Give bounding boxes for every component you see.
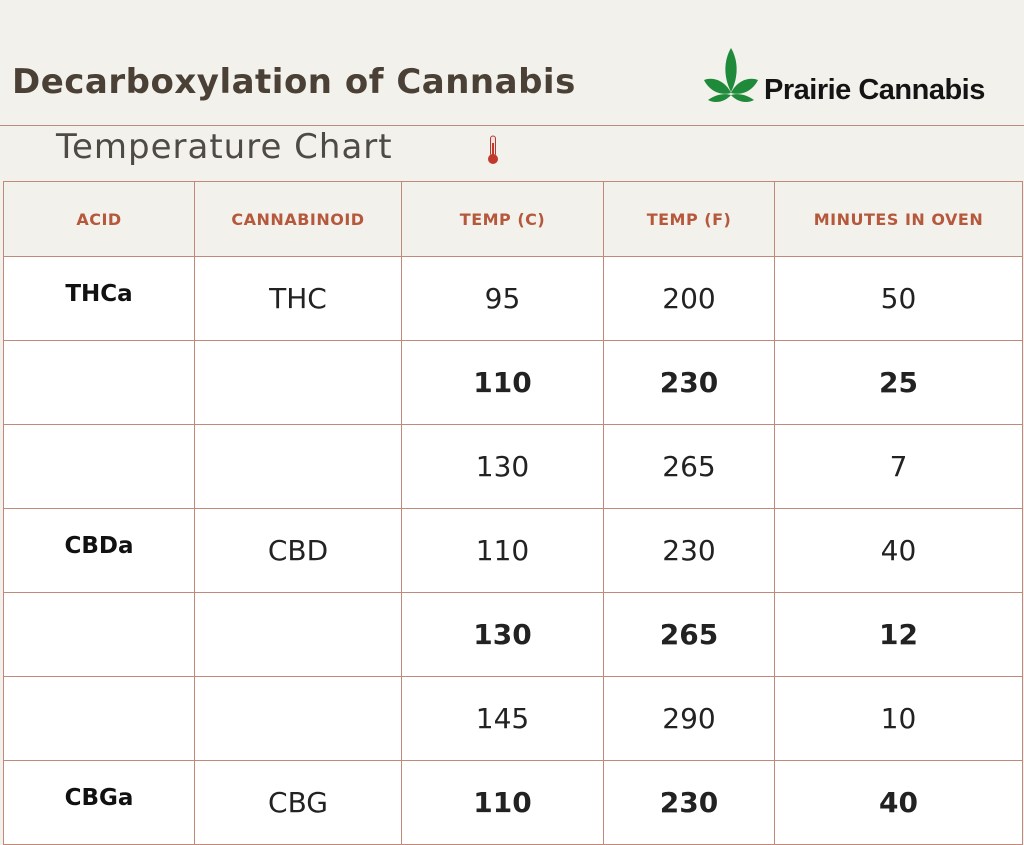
acid-cell xyxy=(3,676,195,761)
minutes-cell: 50 xyxy=(774,256,1023,341)
column-header-temp-f: TEMP (F) xyxy=(603,181,775,257)
temp-f-cell: 265 xyxy=(603,592,775,677)
cannabinoid-cell xyxy=(194,592,402,677)
temperature-table: ACID CANNABINOID TEMP (C) TEMP (F) MINUT… xyxy=(3,181,1023,845)
table-row: 130 265 12 xyxy=(3,592,1023,677)
column-header-minutes: MINUTES IN OVEN xyxy=(774,181,1023,257)
temp-c-cell: 130 xyxy=(401,592,604,677)
acid-cell xyxy=(3,424,195,509)
minutes-cell: 40 xyxy=(774,760,1023,845)
page-title: Decarboxylation of Cannabis xyxy=(12,62,576,102)
temp-c-cell: 110 xyxy=(401,508,604,593)
minutes-cell: 7 xyxy=(774,424,1023,509)
temp-c-cell: 145 xyxy=(401,676,604,761)
cannabinoid-cell xyxy=(194,340,402,425)
table-row: CBGa CBG 110 230 40 xyxy=(3,760,1023,845)
temp-c-cell: 130 xyxy=(401,424,604,509)
acid-cell xyxy=(3,340,195,425)
table-row: THCa THC 95 200 50 xyxy=(3,256,1023,341)
temp-f-cell: 265 xyxy=(603,424,775,509)
temp-f-cell: 230 xyxy=(603,340,775,425)
cannabinoid-cell xyxy=(194,424,402,509)
acid-cell: THCa xyxy=(3,256,195,341)
acid-cell: CBDa xyxy=(3,508,195,593)
temp-f-cell: 230 xyxy=(603,760,775,845)
minutes-cell: 12 xyxy=(774,592,1023,677)
column-header-acid: ACID xyxy=(3,181,195,257)
table-row: CBDa CBD 110 230 40 xyxy=(3,508,1023,593)
table-row: 130 265 7 xyxy=(3,424,1023,509)
table-body: THCa THC 95 200 50 110 230 25 130 265 7 CBDa CBD 110 2… xyxy=(3,256,1023,845)
brand-logo: Prairie Cannabis xyxy=(700,46,1020,108)
cannabinoid-cell: CBD xyxy=(194,508,402,593)
cannabis-leaf-icon xyxy=(704,48,758,103)
minutes-cell: 25 xyxy=(774,340,1023,425)
temp-f-cell: 200 xyxy=(603,256,775,341)
minutes-cell: 10 xyxy=(774,676,1023,761)
column-header-temp-c: TEMP (C) xyxy=(401,181,604,257)
temp-f-cell: 230 xyxy=(603,508,775,593)
temp-f-cell: 290 xyxy=(603,676,775,761)
thermometer-icon xyxy=(488,135,498,164)
cannabinoid-cell xyxy=(194,676,402,761)
acid-cell xyxy=(3,592,195,677)
brand-name: Prairie Cannabis xyxy=(764,74,985,106)
cannabinoid-cell: CBG xyxy=(194,760,402,845)
minutes-cell: 40 xyxy=(774,508,1023,593)
temp-c-cell: 110 xyxy=(401,760,604,845)
acid-cell: CBGa xyxy=(3,760,195,845)
header-divider xyxy=(0,125,1024,126)
temp-c-cell: 110 xyxy=(401,340,604,425)
table-row: 110 230 25 xyxy=(3,340,1023,425)
table-header-row: ACID CANNABINOID TEMP (C) TEMP (F) MINUT… xyxy=(3,181,1023,257)
table-row: 145 290 10 xyxy=(3,676,1023,761)
temp-c-cell: 95 xyxy=(401,256,604,341)
subtitle: Temperature Chart xyxy=(56,127,393,167)
column-header-cannabinoid: CANNABINOID xyxy=(194,181,402,257)
cannabinoid-cell: THC xyxy=(194,256,402,341)
